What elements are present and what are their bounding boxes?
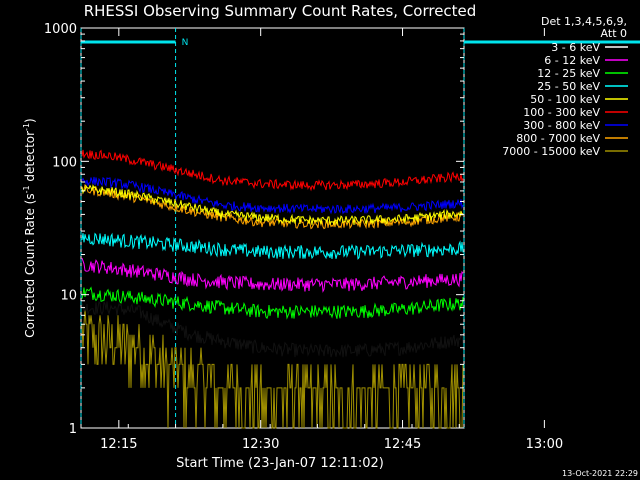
chart-title: RHESSI Observing Summary Count Rates, Co… [84, 2, 477, 20]
y-tick-label: 100 [52, 155, 77, 170]
series-line-300-800-kev [81, 176, 464, 215]
legend-label: 3 - 6 keV [551, 41, 600, 54]
legend-label: 50 - 100 keV [530, 93, 600, 106]
x-tick-label: 13:00 [526, 437, 563, 452]
legend-label: 800 - 7000 keV [516, 132, 600, 145]
y-axis-label-part3: ) [23, 118, 37, 123]
y-axis-label: Corrected Count Rate (s-1 detector-1) [22, 118, 37, 337]
y-axis-label-exp1: -1 [22, 185, 31, 193]
legend-label: 6 - 12 keV [544, 54, 600, 67]
x-tick-label: 12:15 [100, 437, 137, 452]
legend-label: 25 - 50 keV [537, 80, 600, 93]
x-tick-label: 12:45 [384, 437, 421, 452]
marker-n-label: N [182, 38, 189, 48]
y-axis-ticks: 1 10 100 1000 [44, 22, 464, 437]
series-line-100-300-kev [81, 149, 464, 192]
y-axis-label-part2: detector [23, 131, 37, 186]
x-tick-label: 12:30 [242, 437, 279, 452]
series-line-12-25-kev [81, 286, 464, 320]
legend-subtitle: Att 0 [601, 27, 627, 40]
y-tick-label: 1000 [44, 22, 77, 37]
legend-label: 7000 - 15000 keV [502, 145, 600, 158]
marker-layer: NF [182, 38, 189, 48]
series-line-50-100-kev [81, 183, 464, 227]
y-tick-label: 1 [69, 422, 77, 437]
series-line-3-6-kev [81, 300, 464, 358]
y-tick-label: 10 [60, 289, 77, 304]
series-line-6-12-kev [81, 257, 464, 293]
date-stamp: 13-Oct-2021 22:29 [562, 469, 638, 478]
y-axis-label-part1: Corrected Count Rate (s [23, 193, 37, 337]
legend-label: 12 - 25 keV [537, 67, 600, 80]
y-axis-label-exp2: -1 [22, 123, 31, 131]
series-line-7000-15000-kev [81, 307, 464, 429]
series-line-25-50-kev [81, 232, 464, 260]
legend-title: Det 1,3,4,5,6,9, [541, 15, 627, 28]
night-bands [80, 28, 640, 428]
legend-label: 100 - 300 keV [523, 106, 600, 119]
series-layer [81, 149, 464, 429]
legend-label: 300 - 800 keV [523, 119, 600, 132]
series-line-800-7000-kev [81, 184, 464, 230]
x-axis-label: Start Time (23-Jan-07 12:11:02) [176, 456, 384, 471]
